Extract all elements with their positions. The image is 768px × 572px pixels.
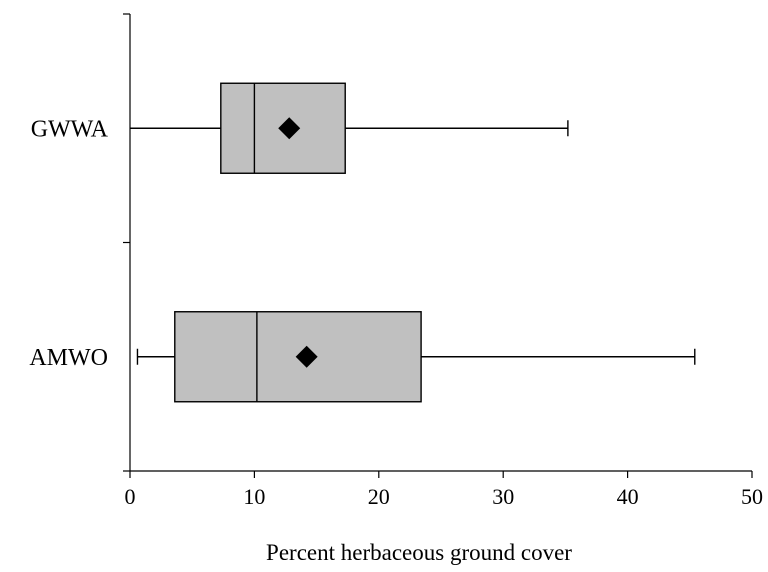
x-tick-label: 40 — [617, 484, 639, 509]
x-tick-label: 20 — [368, 484, 390, 509]
x-ticks: 0 10 20 30 40 50 — [125, 471, 763, 509]
axes: 0 10 20 30 40 50 — [123, 13, 763, 509]
box-gwwa — [130, 82, 569, 174]
x-tick-label: 50 — [741, 484, 763, 509]
box-amwo — [136, 311, 696, 403]
x-tick-label: 30 — [492, 484, 514, 509]
y-ticks — [123, 13, 130, 472]
category-labels: GWWA AMWO — [29, 116, 108, 371]
category-label: AMWO — [29, 345, 108, 371]
mean-marker — [295, 345, 318, 368]
x-tick-label: 0 — [125, 484, 136, 509]
x-tick-label: 10 — [243, 484, 265, 509]
boxes — [130, 82, 696, 403]
mean-marker — [278, 117, 301, 140]
x-axis-title: Percent herbaceous ground cover — [266, 540, 572, 565]
category-label: GWWA — [31, 116, 109, 142]
